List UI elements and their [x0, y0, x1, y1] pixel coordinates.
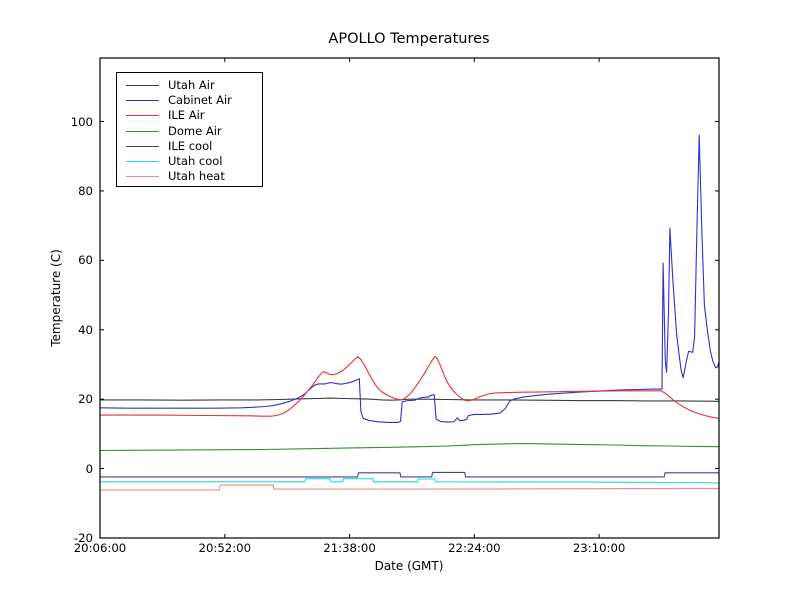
legend-item-dome-air: Dome Air [117, 124, 262, 139]
series-line-ile-air [100, 355, 720, 420]
chart-title: APOLLO Temperatures [328, 31, 490, 47]
y-axis-label: Temperature (C) [49, 249, 63, 347]
y-tick-label: 20 [78, 392, 93, 407]
legend-label: Utah Air [168, 78, 215, 92]
y-tick-label: 40 [78, 322, 93, 337]
legend-line-swatch [126, 115, 159, 117]
legend-line-swatch [126, 145, 159, 147]
series-line-utah-heat [100, 484, 720, 491]
legend-item-utah-air: Utah Air [117, 78, 262, 93]
series-line-utah-air [100, 397, 720, 402]
x-tick-label: 22:24:00 [448, 541, 501, 555]
series-line-dome-air [99, 443, 720, 452]
x-tick-label: 21:38:00 [323, 541, 376, 555]
legend-line-swatch [126, 176, 159, 178]
series-line-cabinet-air [99, 134, 720, 423]
y-tick-label: -20 [73, 531, 93, 545]
legend-label: Utah heat [168, 169, 225, 184]
series-line-ile-cool [100, 471, 719, 478]
legend-line-swatch [126, 85, 159, 87]
y-tick-label: 0 [85, 461, 93, 476]
y-tick-label: 60 [78, 253, 93, 268]
legend-line-swatch [126, 100, 159, 102]
legend-label: Cabinet Air [168, 93, 232, 108]
x-axis-label: Date (GMT) [374, 559, 444, 573]
legend-line-swatch [126, 161, 159, 163]
x-tick-label: 20:52:00 [198, 541, 252, 555]
legend-label: Utah cool [168, 153, 223, 168]
plot-frame [99, 57, 720, 539]
x-tick-label: 20:06:00 [73, 541, 127, 555]
y-tick-label: 80 [78, 183, 93, 198]
legend-item-utah-cool: Utah cool [117, 154, 262, 169]
legend-label: ILE cool [168, 138, 213, 153]
legend-label: Dome Air [168, 123, 222, 138]
legend-item-ile-air: ILE Air [117, 108, 262, 123]
legend-line-swatch [126, 130, 159, 132]
x-tick-label: 23:10:00 [572, 541, 626, 555]
legend-item-cabinet-air: Cabinet Air [117, 93, 262, 108]
legend-item-ile-cool: ILE cool [117, 139, 262, 154]
legend-label: ILE Air [168, 108, 205, 123]
legend: Utah Air Cabinet Air ILE Air Dome Air ILE co… [116, 72, 263, 187]
y-tick-label: 100 [70, 114, 93, 129]
legend-item-utah-heat: Utah heat [117, 169, 262, 184]
series-line-utah-cool [100, 478, 720, 484]
